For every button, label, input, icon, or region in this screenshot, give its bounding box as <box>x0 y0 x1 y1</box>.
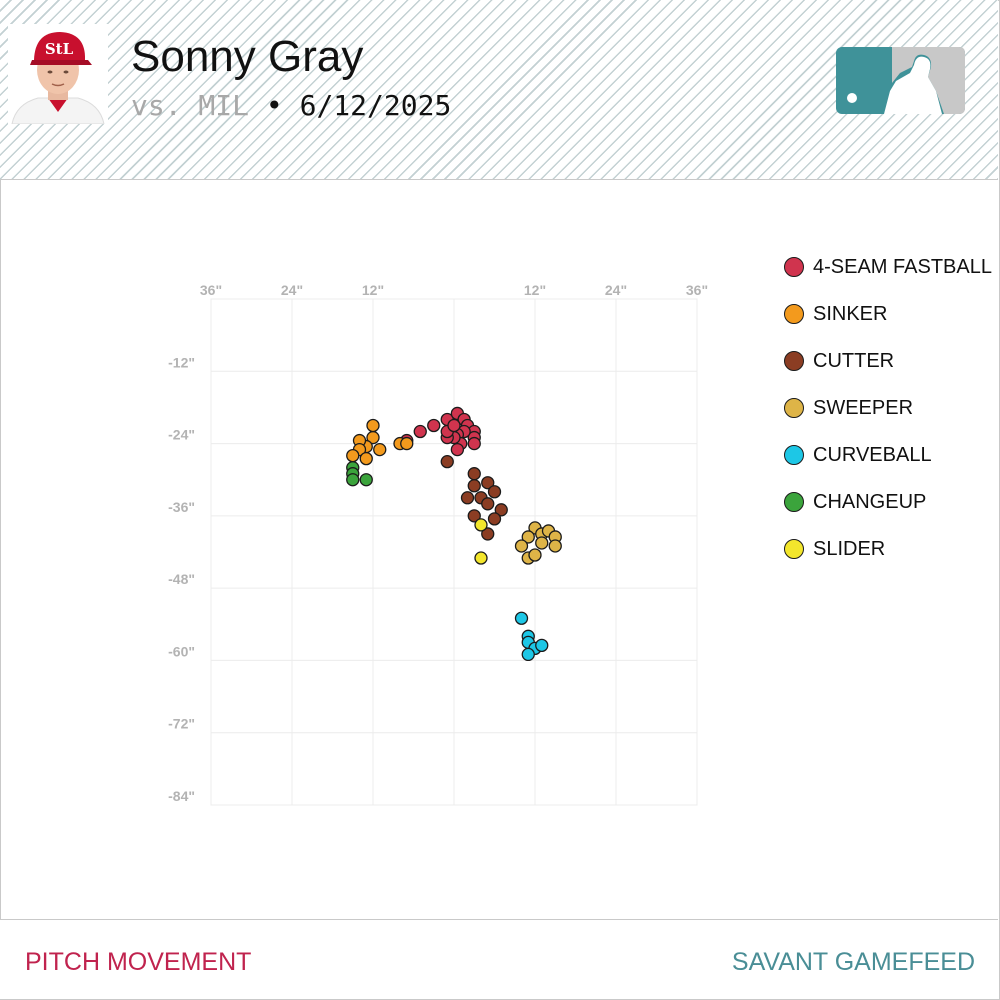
pitch-point-cutter <box>467 509 481 523</box>
pitch-point-4-seam-fastball <box>413 424 427 439</box>
opponent-label: vs. MIL <box>131 89 250 122</box>
pitch-point-sweeper <box>514 539 529 553</box>
footer: PITCH MOVEMENT SAVANT GAMEFEED <box>0 919 998 999</box>
pitch-point-sweeper <box>535 536 549 550</box>
legend-swatch <box>784 445 804 465</box>
legend-label: CHANGEUP <box>813 491 927 513</box>
y-tick-label: -84" <box>168 788 195 804</box>
pitch-point-sinker <box>359 451 373 466</box>
footer-title: PITCH MOVEMENT <box>25 948 252 976</box>
legend-swatch <box>784 492 804 512</box>
pitch-point-sinker <box>346 448 360 463</box>
game-info: vs. MIL • 6/12/2025 <box>131 88 451 124</box>
pitch-point-cutter <box>481 476 495 490</box>
pitch-point-cutter <box>487 512 502 526</box>
legend-label: SINKER <box>813 303 888 325</box>
y-tick-label: -48" <box>168 571 195 587</box>
pitch-point-changeup <box>359 473 373 487</box>
pitch-point-cutter <box>467 479 481 493</box>
legend-label: CURVEBALL <box>813 444 932 466</box>
pitch-point-cutter <box>494 503 508 517</box>
pitch-point-4-seam-fastball <box>467 436 481 451</box>
x-tick-label: 12" <box>362 282 384 298</box>
pitch-point-curveball <box>521 647 535 662</box>
pitch-point-sinker <box>400 436 414 451</box>
legend-swatch <box>784 351 804 371</box>
pitch-point-cutter <box>481 527 495 541</box>
y-tick-label: -36" <box>168 499 195 515</box>
x-tick-label: 24" <box>281 282 303 298</box>
header: StL Sonny Gray vs. MIL • 6/12/2025 <box>0 0 998 180</box>
legend-label: SWEEPER <box>813 397 914 419</box>
svg-text:StL: StL <box>45 40 74 58</box>
pitch-point-sweeper <box>548 539 562 553</box>
y-tick-label: -12" <box>168 354 195 370</box>
pitch-point-cutter <box>460 491 475 505</box>
pitch-movement-chart: 36" 24" 12" 12" 24" 36" -12" -24" -36" -48" -60" -7… <box>168 282 708 806</box>
mlb-logo-icon <box>836 47 965 114</box>
legend-label: 4-SEAM FASTBALL <box>813 256 992 278</box>
pitch-point-slider <box>474 518 488 532</box>
pitch-point-cutter <box>481 497 495 511</box>
pitch-point-curveball <box>514 611 529 625</box>
pitch-point-slider <box>474 551 488 565</box>
x-tick-label: 12" <box>524 282 546 298</box>
legend-swatch <box>784 539 804 559</box>
player-name: Sonny Gray <box>131 32 364 81</box>
legend-swatch <box>784 304 804 324</box>
game-date: 6/12/2025 <box>299 89 452 122</box>
pitch-point-sinker <box>366 418 380 433</box>
legend-swatch <box>784 257 804 277</box>
separator-dot: • <box>265 89 283 122</box>
player-headshot: StL <box>8 24 108 124</box>
pitch-point-cutter <box>440 454 454 469</box>
y-tick-label: -24" <box>168 427 195 443</box>
pitch-point-changeup <box>346 473 360 487</box>
legend-label: CUTTER <box>813 350 895 372</box>
pitch-point-cutter <box>467 467 481 481</box>
pitch-point-4-seam-fastball <box>450 442 465 457</box>
pitch-point-sweeper <box>528 548 542 562</box>
y-tick-label: -72" <box>168 716 195 732</box>
pitch-point-curveball <box>535 638 549 653</box>
pitch-point-4-seam-fastball <box>447 418 461 433</box>
x-tick-label: 36" <box>686 282 708 298</box>
pitch-point-cutter <box>487 485 502 499</box>
pitch-point-4-seam-fastball <box>427 418 441 433</box>
footer-source: SAVANT GAMEFEED <box>731 948 975 976</box>
pitch-point-sweeper <box>521 530 535 544</box>
y-tick-label: -60" <box>168 643 195 659</box>
x-tick-label: 36" <box>200 282 222 298</box>
legend-label: SLIDER <box>813 538 886 560</box>
x-tick-label: 24" <box>605 282 627 298</box>
legend-swatch <box>784 398 804 418</box>
pitch-point-sinker <box>373 442 387 457</box>
